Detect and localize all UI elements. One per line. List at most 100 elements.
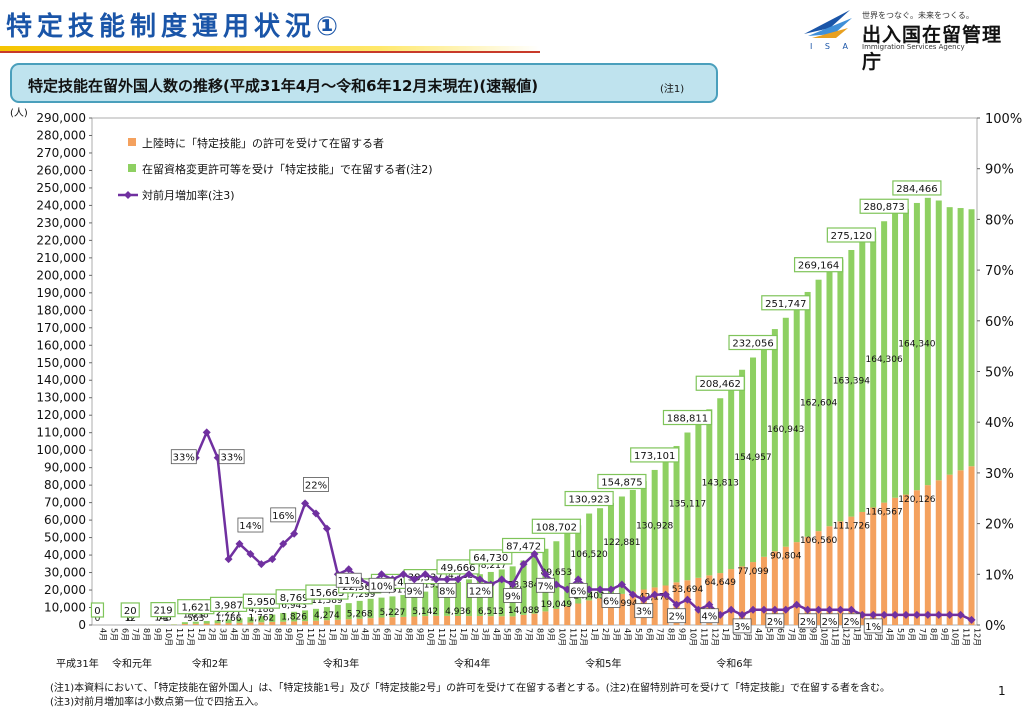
x-tick-label: 10月 xyxy=(688,628,697,646)
bar-orange xyxy=(597,598,604,625)
total-value-label: 64,730 xyxy=(473,553,508,564)
bar-green xyxy=(793,306,800,543)
x-tick-label: 1月 xyxy=(197,628,206,641)
rate-value-label: 16% xyxy=(272,511,294,522)
bar-green xyxy=(422,591,429,617)
rate-value-label: 7% xyxy=(537,581,553,592)
total-label-box xyxy=(501,537,546,554)
rate-marker xyxy=(541,570,550,579)
bar-orange xyxy=(564,606,571,625)
x-tick-label: 12月 xyxy=(186,628,195,646)
y2-tick-label: 20% xyxy=(985,518,1014,533)
rate-marker xyxy=(891,610,900,619)
green-value-label: 17,299 xyxy=(344,590,376,600)
rate-marker xyxy=(421,570,430,579)
x-tick-label: 12月 xyxy=(710,628,719,646)
bar-green xyxy=(968,209,975,467)
bar-orange xyxy=(957,470,964,625)
x-tick-label: 9月 xyxy=(940,628,949,641)
rate-value-label: 12% xyxy=(469,586,491,597)
x-tick-label: 4月 xyxy=(361,628,370,641)
bar-orange xyxy=(334,619,341,625)
bar-green xyxy=(826,269,833,527)
bar-green xyxy=(225,619,232,623)
bar-green xyxy=(323,607,330,621)
x-tick-label: 11月 xyxy=(568,628,577,646)
rate-marker xyxy=(650,590,659,599)
rate-marker xyxy=(661,590,670,599)
x-tick-label: 12月 xyxy=(579,628,588,646)
orange-value-label: 31,994 xyxy=(606,599,638,609)
total-label-box xyxy=(90,602,105,618)
total-value-label: 284,466 xyxy=(896,184,937,195)
bar-green xyxy=(859,241,866,512)
bar-green xyxy=(946,207,953,475)
bar-green xyxy=(870,231,877,508)
bar-green xyxy=(444,583,451,616)
bar-green xyxy=(739,369,746,567)
rate-marker xyxy=(279,539,288,548)
x-tick-label: 7月 xyxy=(131,628,140,641)
bar-orange xyxy=(629,591,636,625)
bar-green xyxy=(236,618,243,623)
rate-label-box xyxy=(820,613,839,629)
rate-label-box xyxy=(368,577,395,593)
x-tick-label: 10月 xyxy=(557,628,566,646)
y-tick-label: 30,000 xyxy=(44,566,86,580)
bar-orange xyxy=(848,516,855,625)
bar-green xyxy=(258,616,265,623)
rate-marker xyxy=(399,570,408,579)
rate-marker xyxy=(694,605,703,614)
x-tick-label: 10月 xyxy=(426,628,435,646)
y-tick-label: 260,000 xyxy=(36,163,86,177)
green-value-label: 8 xyxy=(127,614,133,624)
x-tick-label: 3月 xyxy=(350,628,359,641)
bar-orange xyxy=(826,526,833,625)
rate-marker xyxy=(344,565,353,574)
total-value-label: 108,702 xyxy=(536,522,577,533)
bar-orange xyxy=(542,611,549,625)
orange-value-label: 106,560 xyxy=(800,536,837,546)
total-value-label: 154,875 xyxy=(601,478,642,489)
bar-green xyxy=(935,200,942,481)
x-tick-label: 9月 xyxy=(153,628,162,641)
bar-orange xyxy=(881,502,888,625)
y-tick-label: 220,000 xyxy=(36,233,86,247)
footnote-2: (注3)対前月増加率は小数点第一位で四捨五入。 xyxy=(50,697,265,708)
bar-orange xyxy=(750,562,757,625)
year-label: 平成31年 xyxy=(56,657,99,670)
orange-value-label: 64,649 xyxy=(704,578,736,588)
total-value-label: 3,987 xyxy=(214,600,243,611)
rate-marker xyxy=(454,575,463,584)
orange-value-label: 5,142 xyxy=(412,607,438,617)
rate-marker xyxy=(683,595,692,604)
rate-marker xyxy=(257,560,266,569)
x-tick-label: 8月 xyxy=(273,628,282,641)
rate-marker xyxy=(803,605,812,614)
x-tick-label: 6月 xyxy=(120,628,129,641)
green-value-label: 89,653 xyxy=(541,568,573,578)
total-label-box xyxy=(793,257,844,273)
orange-value-label: 90,804 xyxy=(770,552,802,562)
x-tick-label: 9月 xyxy=(809,628,818,641)
orange-value-label: 4,274 xyxy=(314,611,340,621)
rate-marker xyxy=(781,605,790,614)
bar-orange xyxy=(225,622,232,625)
bar-green xyxy=(520,560,527,615)
x-tick-label: 4月 xyxy=(623,628,632,641)
rate-marker xyxy=(268,555,277,564)
bar-orange xyxy=(575,603,582,625)
x-tick-label: 7月 xyxy=(787,628,796,641)
rate-marker xyxy=(792,600,801,609)
rate-marker xyxy=(912,610,921,619)
rate-marker xyxy=(869,610,878,619)
bar-orange xyxy=(280,621,287,625)
y-tick-label: 190,000 xyxy=(36,286,86,300)
bar-orange xyxy=(586,600,593,625)
total-label-box xyxy=(892,180,942,196)
y2-tick-label: 10% xyxy=(985,568,1014,583)
x-tick-label: 4月 xyxy=(492,628,501,641)
rate-marker xyxy=(410,575,419,584)
logo-name: 出入国在留管理庁 xyxy=(862,24,1003,73)
x-tick-label: 2月 xyxy=(208,628,217,641)
